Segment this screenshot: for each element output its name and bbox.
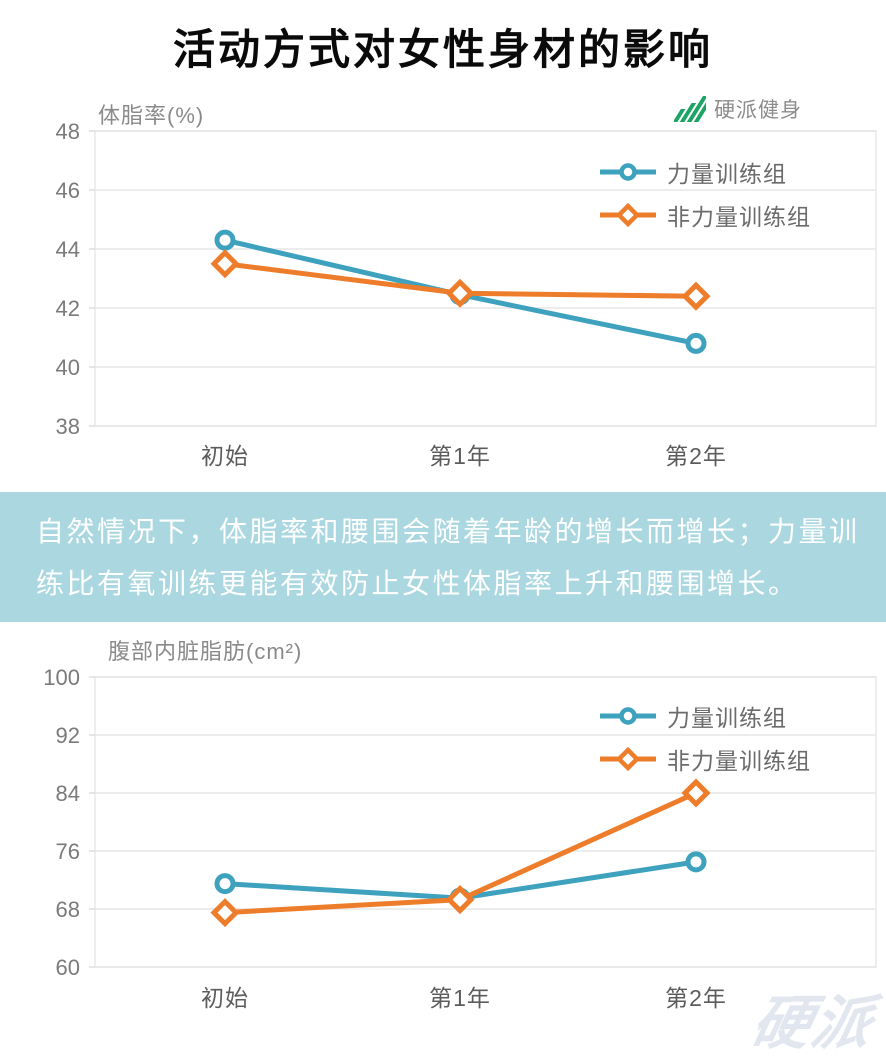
legend-item-strength-group: 力量训练组 <box>598 694 811 737</box>
svg-text:76: 76 <box>56 839 80 864</box>
brand-logo-icon <box>674 96 706 122</box>
body-fat-chart: 48 46 44 42 40 38 初始 第1年 第2年 <box>56 119 877 469</box>
strength-series-marker-icon <box>600 162 656 181</box>
svg-text:初始: 初始 <box>201 985 249 1011</box>
non-strength-series-marker-icon <box>600 746 656 771</box>
svg-text:60: 60 <box>56 955 80 980</box>
brand-name: 硬派健身 <box>714 99 802 122</box>
brand-logo: 硬派健身 <box>674 94 802 124</box>
body-fat-chart-section: 48 46 44 42 40 38 初始 第1年 第2年 体脂率(%) 力量训练组 非力量训练组 <box>0 92 886 484</box>
svg-text:44: 44 <box>56 237 80 262</box>
svg-text:42: 42 <box>56 296 80 321</box>
visceral-fat-axis-title: 腹部内脏脂肪(cm²) <box>108 639 303 664</box>
svg-text:92: 92 <box>56 723 80 748</box>
body-fat-axis-title: 体脂率(%) <box>98 103 205 128</box>
svg-text:100: 100 <box>43 665 80 690</box>
svg-text:68: 68 <box>56 897 80 922</box>
legend-label-strength-group: 力量训练组 <box>667 704 787 731</box>
svg-text:46: 46 <box>56 178 80 203</box>
page-title: 活动方式对女性身材的影响 <box>172 26 713 73</box>
svg-text:48: 48 <box>56 119 80 144</box>
watermark: 硬派 <box>745 991 880 1056</box>
svg-text:38: 38 <box>56 414 80 439</box>
insight-banner: 自然情况下，体脂率和腰围会随着年龄的增长而增长；力量训 练比有氧训练更能有效防止… <box>0 492 886 622</box>
insight-banner-line-1: 自然情况下，体脂率和腰围会随着年龄的增长而增长；力量训 <box>36 516 860 547</box>
legend-item-non-strength-group: 非力量训练组 <box>598 193 811 236</box>
svg-text:第2年: 第2年 <box>665 443 727 469</box>
svg-text:初始: 初始 <box>201 443 249 469</box>
body-fat-legend: 力量训练组 非力量训练组 <box>598 150 811 236</box>
legend-label-strength-group: 力量训练组 <box>667 160 787 187</box>
svg-text:第2年: 第2年 <box>665 985 727 1011</box>
svg-text:84: 84 <box>56 781 80 806</box>
visceral-fat-legend: 力量训练组 非力量训练组 <box>598 694 811 780</box>
legend-item-strength-group: 力量训练组 <box>598 150 811 193</box>
svg-text:第1年: 第1年 <box>429 443 491 469</box>
strength-series-marker-icon <box>600 706 656 725</box>
svg-text:第1年: 第1年 <box>429 985 491 1011</box>
insight-banner-line-2: 练比有氧训练更能有效防止女性体脂率上升和腰围增长。 <box>36 568 799 599</box>
svg-text:40: 40 <box>56 355 80 380</box>
non-strength-series-marker-icon <box>600 202 656 227</box>
legend-label-non-strength-group: 非力量训练组 <box>667 203 811 230</box>
visceral-fat-chart-section: 100 92 84 76 68 60 初始 第1年 第2年 腹部内脏脂肪(cm²) 力量训练组 … <box>0 630 886 1030</box>
visceral-fat-chart: 100 92 84 76 68 60 初始 第1年 第2年 <box>43 665 877 1011</box>
legend-label-non-strength-group: 非力量训练组 <box>667 747 811 774</box>
legend-item-non-strength-group: 非力量训练组 <box>598 737 811 780</box>
